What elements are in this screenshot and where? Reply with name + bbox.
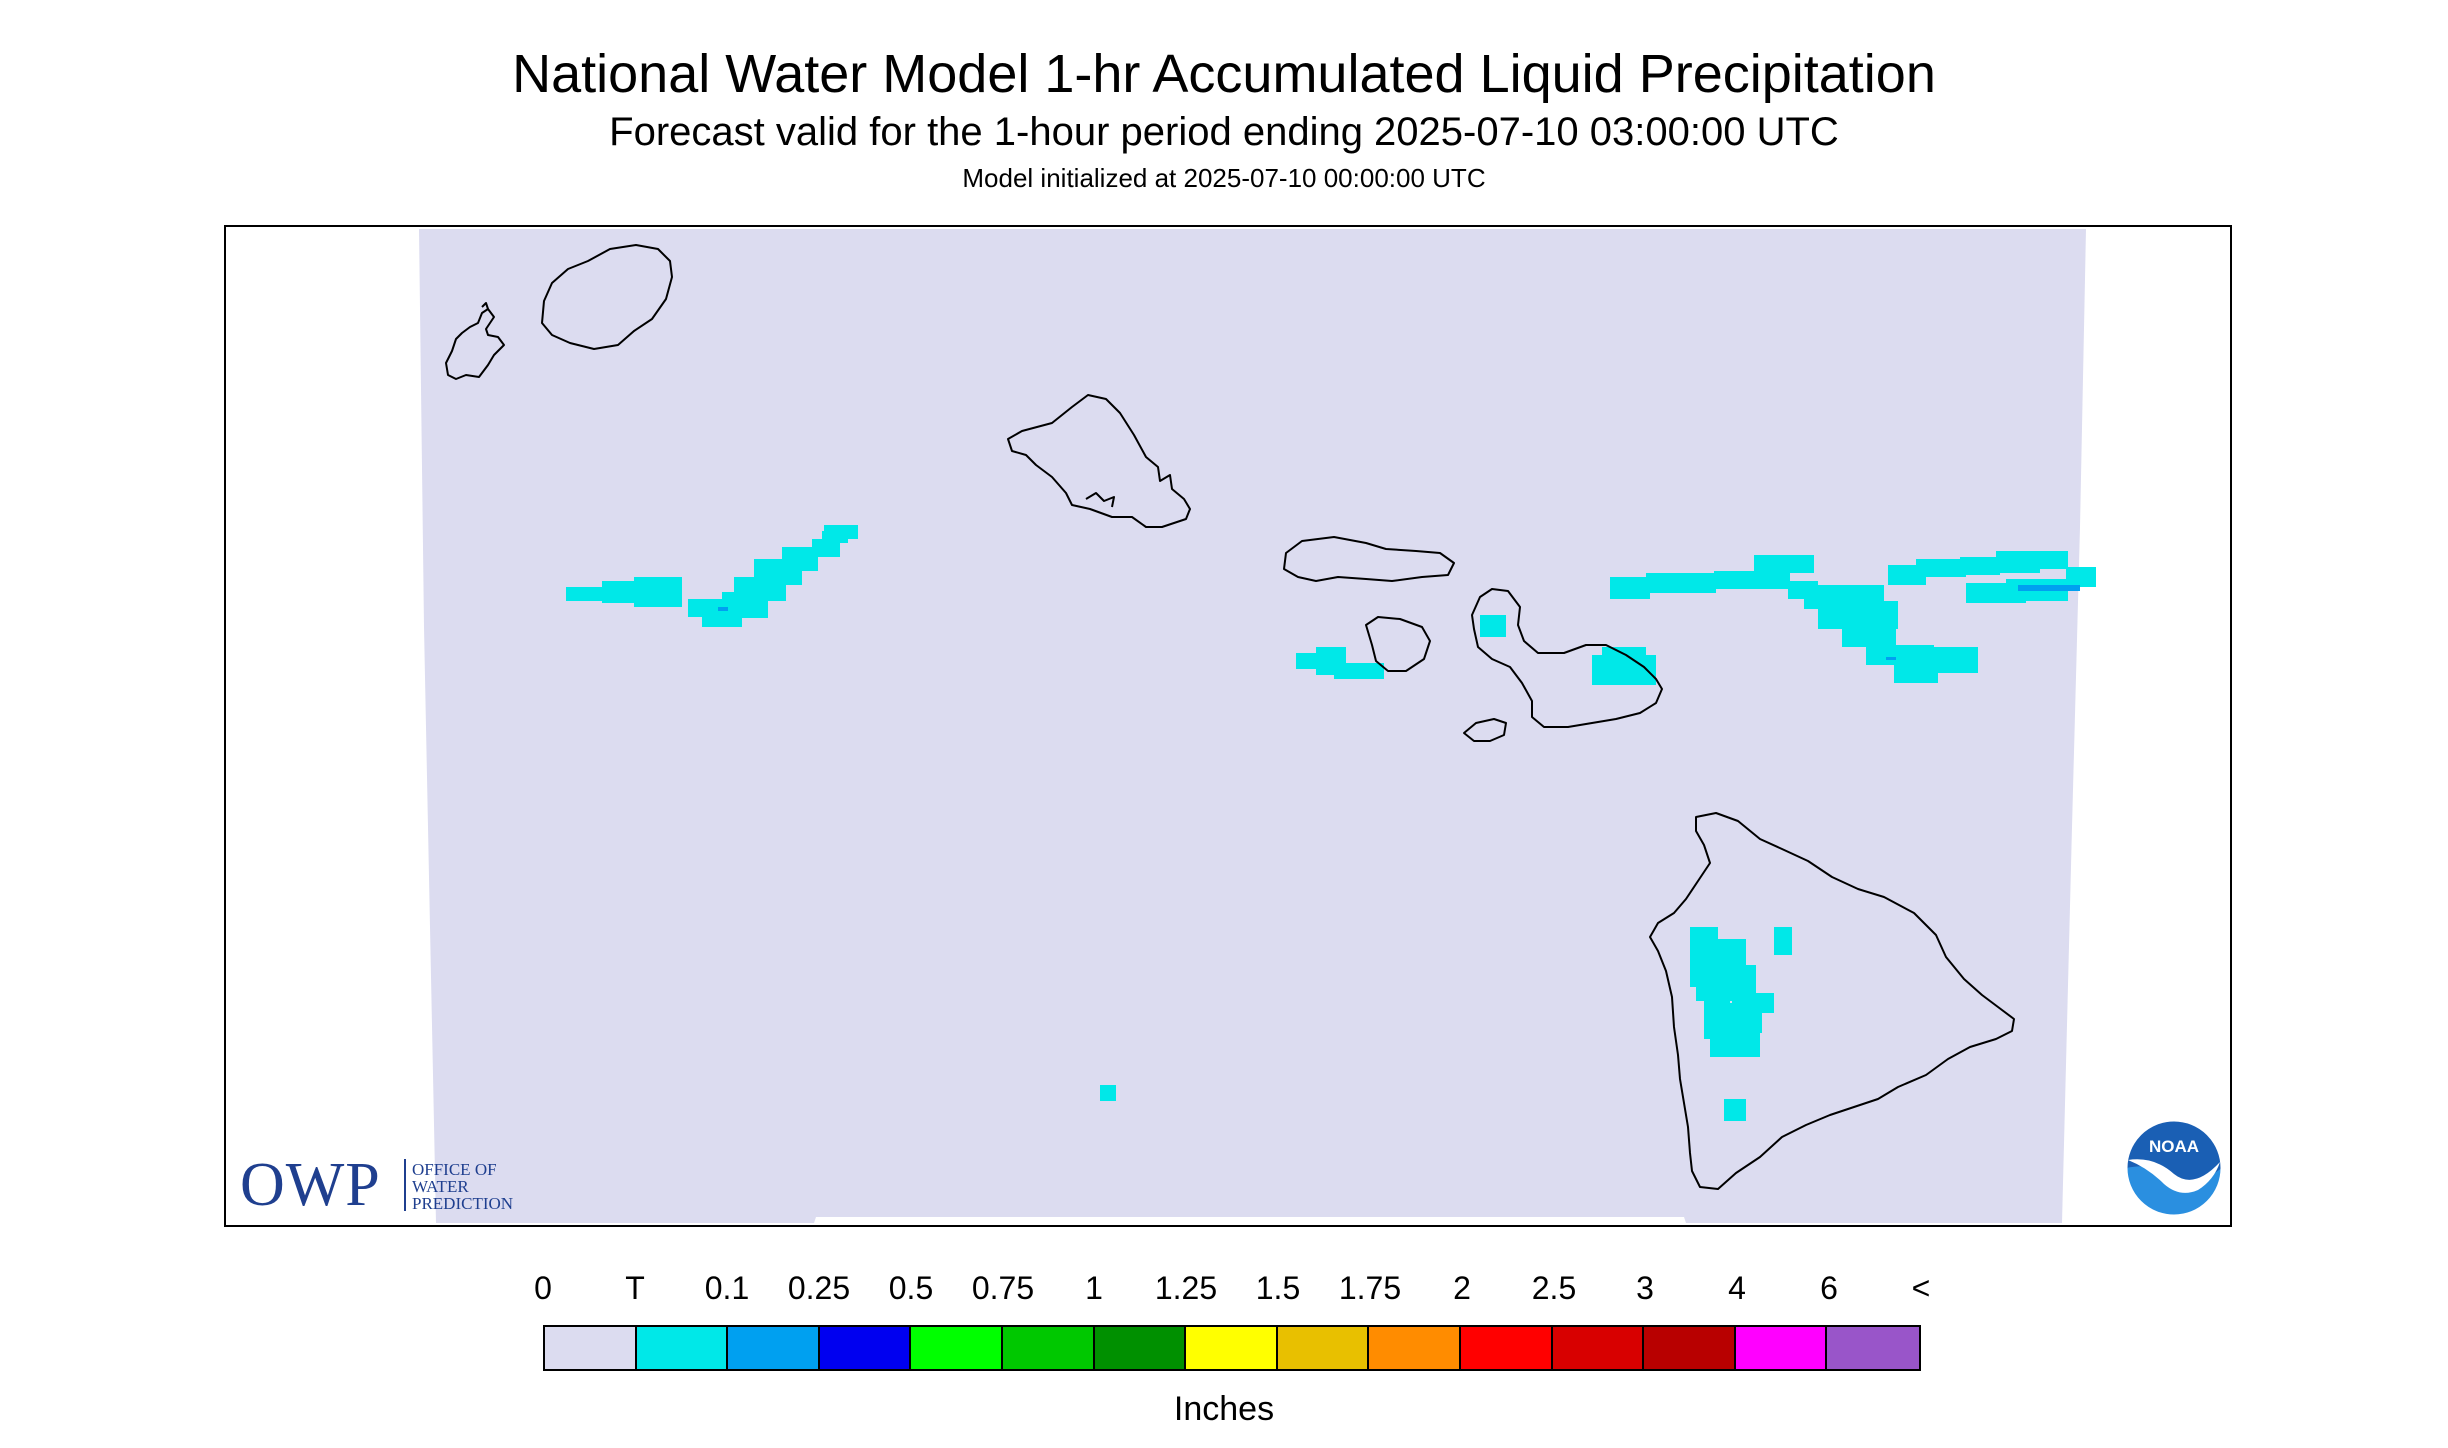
- legend-swatch: [1094, 1327, 1187, 1369]
- owp-logo-text: OWP: [240, 1151, 381, 1219]
- legend-swatch: [819, 1327, 912, 1369]
- legend-swatch: [728, 1327, 820, 1369]
- legend-label: 0: [534, 1270, 552, 1306]
- legend-swatch: [911, 1327, 1003, 1369]
- legend-unit: Inches: [1173, 1390, 1275, 1428]
- legend-label: 3: [1636, 1270, 1654, 1306]
- legend-label: T: [625, 1270, 645, 1306]
- owp-line-1: OFFICE OF: [412, 1160, 497, 1179]
- precip-light-cells: [718, 585, 2080, 660]
- legend-labels: 0 T 0.1 0.25 0.5 0.75 1 1.25 1.5 1.75 2 …: [0, 1270, 2448, 1310]
- legend-swatch: [636, 1327, 729, 1369]
- precip-trace-cells: [566, 525, 2096, 1121]
- legend-swatch: [1735, 1327, 1828, 1369]
- legend-color-bar: [543, 1325, 1921, 1371]
- legend-swatch: [1552, 1327, 1645, 1369]
- legend-label: 4: [1728, 1270, 1746, 1306]
- legend-label: <: [1911, 1270, 1931, 1306]
- legend-label: 2.5: [1531, 1270, 1577, 1306]
- owp-line-2: WATER: [412, 1177, 469, 1196]
- hawaii-precip-map: [419, 229, 2096, 1223]
- legend-label: 1.25: [1154, 1270, 1218, 1306]
- legend-swatch: [1186, 1327, 1278, 1369]
- legend-label: 0.5: [888, 1270, 934, 1306]
- legend-swatch: [545, 1327, 637, 1369]
- legend-swatch: [1002, 1327, 1095, 1369]
- map-panel: [224, 225, 2232, 1227]
- island-coastlines: [445, 244, 2015, 1190]
- legend-label: 0.25: [787, 1270, 851, 1306]
- model-domain: [419, 229, 2086, 1223]
- legend-swatch: [1644, 1327, 1736, 1369]
- legend-swatch: [1369, 1327, 1461, 1369]
- legend-label: 1: [1085, 1270, 1103, 1306]
- legend-label: 0.1: [704, 1270, 750, 1306]
- owp-logo-divider: [404, 1159, 406, 1211]
- owp-line-3: PREDICTION: [412, 1194, 514, 1213]
- noaa-emblem-icon: NOAA: [2124, 1118, 2224, 1218]
- owp-logo: OWP OFFICE OF WATER PREDICTION: [240, 1151, 560, 1219]
- owp-logo-subtext: OFFICE OF WATER PREDICTION: [412, 1161, 513, 1212]
- legend-swatch: [1277, 1327, 1370, 1369]
- noaa-logo-text: NOAA: [2149, 1137, 2199, 1156]
- legend-swatch: [1460, 1327, 1553, 1369]
- noaa-logo: NOAA: [2124, 1118, 2224, 1218]
- map-subtitle: Forecast valid for the 1-hour period end…: [609, 110, 1839, 154]
- model-init-time: Model initialized at 2025-07-10 00:00:00…: [962, 163, 1486, 193]
- legend-swatch: [1827, 1327, 1919, 1369]
- legend-label: 2: [1453, 1270, 1471, 1306]
- legend-label: 6: [1820, 1270, 1838, 1306]
- map-title: National Water Model 1-hr Accumulated Li…: [512, 44, 1936, 104]
- legend-label: 1.5: [1255, 1270, 1301, 1306]
- legend-label: 1.75: [1338, 1270, 1402, 1306]
- legend-label: 0.75: [971, 1270, 1035, 1306]
